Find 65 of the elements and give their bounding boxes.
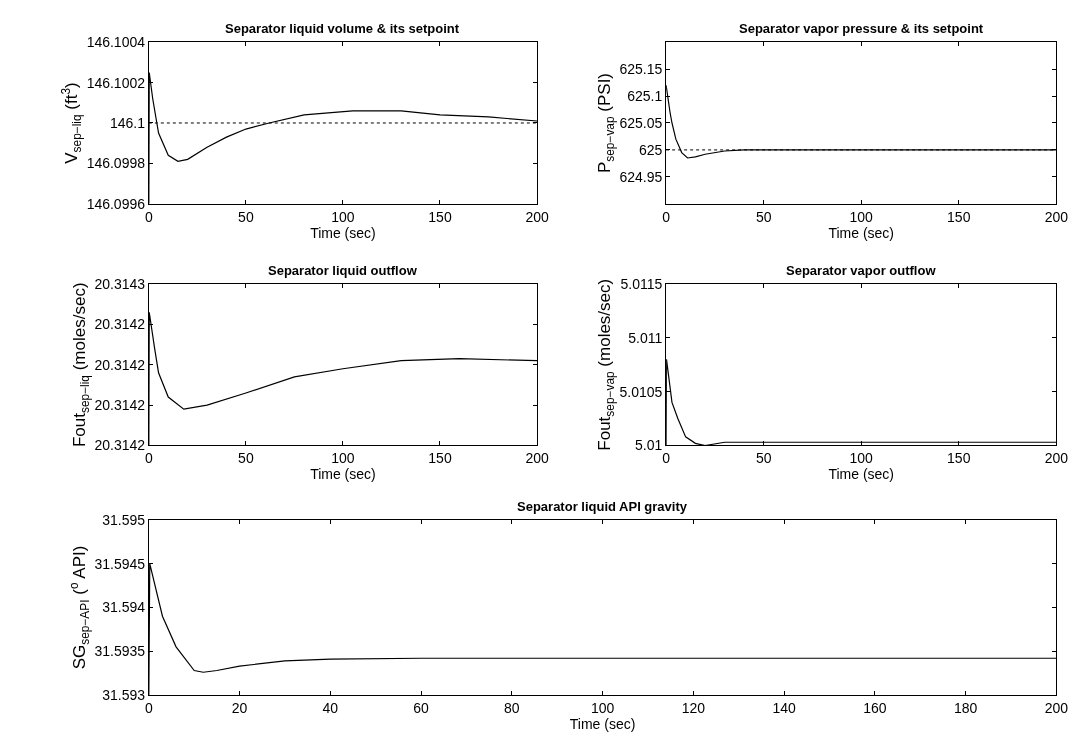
x-axis-title: Time (sec) — [569, 715, 636, 732]
x-tick-label: 200 — [525, 450, 549, 467]
y-tick-label: 5.011 — [628, 329, 663, 346]
x-tick-label: 80 — [504, 699, 520, 716]
x-tick-label: 100 — [331, 208, 355, 225]
y-tick-label: 5.0115 — [620, 275, 663, 292]
x-axis-title: Time (sec) — [828, 224, 894, 241]
y-tick-label: 625.05 — [619, 114, 663, 131]
y-tick-label: 5.0105 — [619, 383, 663, 400]
x-tick-label: 0 — [144, 208, 153, 225]
x-axis-title: Time (sec) — [828, 466, 894, 483]
x-tick-label: 100 — [331, 450, 355, 467]
x-axis-title: Time (sec) — [310, 224, 376, 241]
x-axis-title: Time (sec) — [310, 466, 376, 483]
x-tick-label: 160 — [863, 699, 887, 716]
y-tick-label: 20.3142 — [94, 356, 146, 373]
x-tick-label: 150 — [947, 450, 971, 467]
y-tick-label: 146.0998 — [86, 155, 146, 172]
x-tick-label: 150 — [428, 450, 452, 467]
y-tick-label: 31.5935 — [94, 643, 146, 660]
x-tick-label: 180 — [953, 699, 978, 716]
x-tick-label: 150 — [428, 208, 452, 225]
x-tick-label: 0 — [662, 208, 671, 225]
y-tick-label: 31.594 — [102, 599, 146, 616]
chart-title: Separator liquid API gravity — [517, 499, 688, 514]
y-tick-label: 31.593 — [102, 686, 146, 703]
x-tick-label: 20 — [231, 699, 248, 716]
y-tick-label: 625 — [638, 141, 663, 158]
y-tick-label: 624.95 — [619, 168, 663, 185]
y-tick-label: 31.595 — [102, 511, 146, 528]
y-tick-label: 20.3142 — [94, 397, 146, 413]
x-tick-label: 200 — [525, 208, 549, 225]
y-tick-label: 625.1 — [627, 87, 663, 104]
y-tick-label: 20.3142 — [94, 437, 146, 454]
chart-title: Separator vapor outflow — [786, 263, 937, 278]
x-tick-label: 50 — [238, 208, 254, 225]
x-tick-label: 100 — [590, 699, 615, 716]
y-tick-label: 20.3142 — [94, 316, 146, 333]
x-tick-label: 150 — [947, 208, 971, 225]
chart-title: Separator liquid volume & its setpoint — [225, 21, 460, 36]
x-tick-label: 50 — [238, 450, 254, 467]
x-tick-label: 120 — [681, 699, 706, 716]
chart-title: Separator liquid outflow — [268, 263, 418, 278]
y-tick-label: 146.1 — [109, 114, 146, 131]
x-tick-label: 200 — [1044, 450, 1069, 467]
x-tick-label: 40 — [322, 699, 339, 716]
x-tick-label: 50 — [755, 450, 772, 467]
x-tick-label: 0 — [662, 450, 671, 467]
x-tick-label: 100 — [849, 208, 874, 225]
y-tick-label: 20.3143 — [94, 275, 146, 292]
x-tick-label: 60 — [413, 699, 430, 716]
x-tick-label: 140 — [772, 699, 796, 716]
y-tick-label: 146.1002 — [86, 74, 146, 91]
x-tick-label: 0 — [144, 450, 153, 467]
y-tick-label: 31.5945 — [94, 555, 146, 572]
x-tick-label: 200 — [1044, 208, 1069, 225]
y-tick-label: 146.1004 — [86, 34, 146, 51]
x-tick-label: 0 — [144, 699, 153, 716]
x-tick-label: 50 — [755, 208, 772, 225]
x-tick-label: 100 — [849, 450, 874, 467]
y-tick-label: 625.15 — [619, 61, 663, 78]
y-tick-label: 146.0996 — [86, 195, 146, 212]
y-tick-label: 5.01 — [635, 437, 663, 454]
x-tick-label: 200 — [1044, 699, 1069, 716]
chart-title: Separator vapor pressure & its setpoint — [739, 21, 984, 36]
